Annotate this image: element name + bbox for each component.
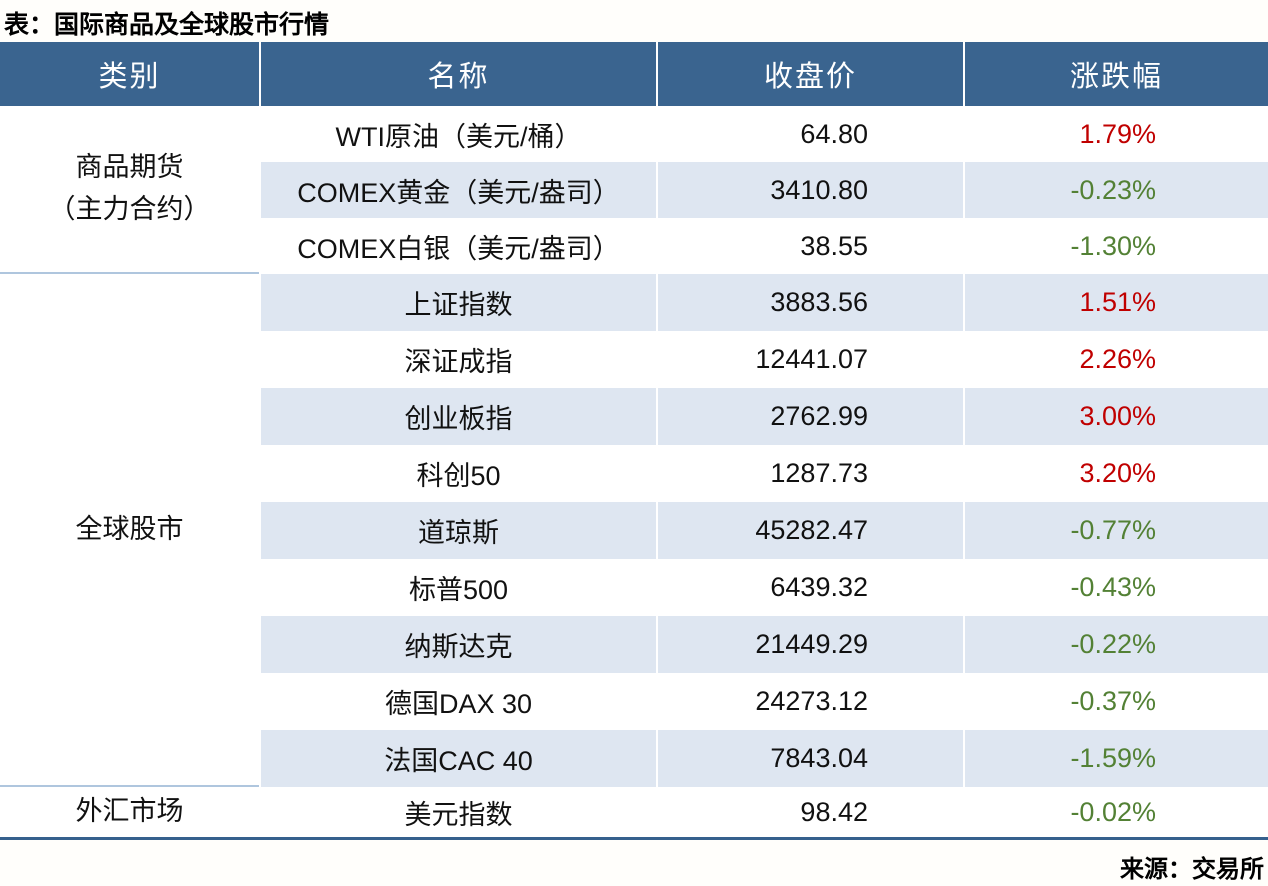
cell-change: -1.30% (963, 218, 1268, 274)
col-header-change: 涨跌幅 (963, 42, 1268, 106)
cell-close: 64.80 (656, 106, 963, 162)
cell-name: 道琼斯 (259, 502, 656, 559)
cell-change: -0.22% (963, 616, 1268, 673)
col-header-name: 名称 (259, 42, 656, 106)
market-table: 类别 名称 收盘价 涨跌幅 商品期货 （主力合约） WTI原油（美元/桶） 64… (0, 42, 1268, 840)
cell-name: 美元指数 (259, 787, 656, 837)
cell-close: 3410.80 (656, 162, 963, 218)
cell-name: WTI原油（美元/桶） (259, 106, 656, 162)
cell-change: 3.20% (963, 445, 1268, 502)
cell-close: 1287.73 (656, 445, 963, 502)
cell-name: 创业板指 (259, 388, 656, 445)
cell-close: 2762.99 (656, 388, 963, 445)
category-line: （主力合约） (48, 194, 211, 224)
cell-change: 2.26% (963, 331, 1268, 388)
cell-close: 12441.07 (656, 331, 963, 388)
category-line: 全球股市 (75, 513, 184, 544)
cell-name: 上证指数 (259, 274, 656, 331)
cell-change: 1.51% (963, 274, 1268, 331)
col-header-close: 收盘价 (656, 42, 963, 106)
cell-close: 3883.56 (656, 274, 963, 331)
cell-name: 纳斯达克 (259, 616, 656, 673)
cell-close: 98.42 (656, 787, 963, 837)
cell-change: -0.02% (963, 787, 1268, 837)
cell-close: 7843.04 (656, 730, 963, 787)
cell-name: 德国DAX 30 (259, 673, 656, 730)
cell-close: 6439.32 (656, 559, 963, 616)
cell-name: COMEX黄金（美元/盎司） (259, 162, 656, 218)
category-cell-global-stocks: 全球股市 (0, 274, 259, 787)
category-line: 外汇市场 (75, 796, 184, 827)
category-cell-forex: 外汇市场 (0, 787, 259, 837)
cell-close: 38.55 (656, 218, 963, 274)
col-header-category: 类别 (0, 42, 259, 106)
cell-change: -0.77% (963, 502, 1268, 559)
cell-name: COMEX白银（美元/盎司） (259, 218, 656, 274)
cell-name: 法国CAC 40 (259, 730, 656, 787)
cell-change: -0.37% (963, 673, 1268, 730)
source-note: 来源：交易所 (1120, 856, 1264, 883)
category-cell-commodity-futures: 商品期货 （主力合约） (0, 106, 259, 274)
cell-name: 标普500 (259, 559, 656, 616)
cell-close: 45282.47 (656, 502, 963, 559)
table-title: 表：国际商品及全球股市行情 (4, 11, 330, 39)
cell-change: -0.23% (963, 162, 1268, 218)
cell-close: 24273.12 (656, 673, 963, 730)
cell-change: 1.79% (963, 106, 1268, 162)
cell-close: 21449.29 (656, 616, 963, 673)
cell-change: -0.43% (963, 559, 1268, 616)
cell-change: -1.59% (963, 730, 1268, 787)
cell-change: 3.00% (963, 388, 1268, 445)
cell-name: 深证成指 (259, 331, 656, 388)
cell-name: 科创50 (259, 445, 656, 502)
category-line: 商品期货 (75, 152, 184, 183)
